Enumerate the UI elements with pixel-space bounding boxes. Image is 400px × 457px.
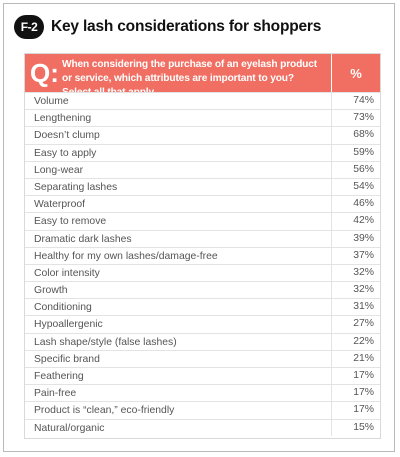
question-marker: Q: <box>30 58 59 88</box>
row-value: 42% <box>331 213 380 230</box>
table-row: Product is “clean,” eco-friendly 17% <box>25 401 380 419</box>
table-row: Feathering 17% <box>25 367 380 385</box>
row-label: Product is “clean,” eco-friendly <box>34 405 175 417</box>
row-label: Natural/organic <box>34 422 105 434</box>
row-value: 56% <box>331 161 380 178</box>
row-label: Color intensity <box>34 267 100 279</box>
data-table: Q: When considering the purchase of an e… <box>24 53 381 439</box>
row-value: 21% <box>331 350 380 367</box>
row-label: Lash shape/style (false lashes) <box>34 336 177 348</box>
row-value: 59% <box>331 144 380 161</box>
table-row: Pain-free 17% <box>25 384 380 402</box>
table-row: Lash shape/style (false lashes) 22% <box>25 332 380 350</box>
table-row: Healthy for my own lashes/damage-free 37% <box>25 246 380 264</box>
table-row: Waterproof 46% <box>25 195 380 213</box>
row-label: Dramatic dark lashes <box>34 233 132 245</box>
table-body: Volume 74% Lengthening 73% Doesn’t clump 68% E… <box>25 92 380 436</box>
table-row: Separating lashes 54% <box>25 177 380 196</box>
row-value: 17% <box>331 385 380 402</box>
row-value: 32% <box>331 264 380 282</box>
row-label: Pain-free <box>34 388 77 400</box>
table-row: Volume 74% <box>25 92 380 110</box>
table-row: Growth 32% <box>25 281 380 299</box>
row-value: 17% <box>331 368 380 385</box>
row-value: 74% <box>331 93 380 110</box>
table-row: Doesn’t clump 68% <box>25 126 380 144</box>
row-value: 46% <box>331 196 380 213</box>
table-row: Long-wear 56% <box>25 160 380 178</box>
row-value: 17% <box>331 402 380 419</box>
row-label: Conditioning <box>34 302 92 314</box>
table-row: Easy to remove 42% <box>25 212 380 230</box>
row-value: 32% <box>331 282 380 299</box>
row-value: 31% <box>331 299 380 316</box>
row-label: Lengthening <box>34 113 92 125</box>
table-row: Dramatic dark lashes 39% <box>25 229 380 247</box>
row-value: 73% <box>331 110 380 127</box>
row-label: Specific brand <box>34 353 100 365</box>
row-value: 54% <box>331 178 380 196</box>
row-value: 39% <box>331 230 380 247</box>
percent-column-header: % <box>331 54 380 92</box>
row-label: Long-wear <box>34 164 84 176</box>
table-row: Easy to apply 59% <box>25 143 380 161</box>
row-label: Healthy for my own lashes/damage-free <box>34 250 218 262</box>
figure-title: Key lash considerations for shoppers <box>51 18 322 35</box>
row-label: Separating lashes <box>34 181 118 193</box>
row-label: Doesn’t clump <box>34 130 100 142</box>
row-value: 15% <box>331 419 380 436</box>
table-row: Natural/organic 15% <box>25 418 380 436</box>
row-value: 27% <box>331 316 380 333</box>
table-row: Conditioning 31% <box>25 298 380 316</box>
question-header-row: Q: When considering the purchase of an e… <box>25 54 380 98</box>
row-label: Volume <box>34 96 69 107</box>
row-label: Feathering <box>34 371 84 382</box>
row-value: 68% <box>331 127 380 144</box>
row-label: Growth <box>34 285 68 297</box>
row-label: Hypoallergenic <box>34 319 103 331</box>
row-label: Easy to remove <box>34 216 107 228</box>
table-row: Color intensity 32% <box>25 263 380 282</box>
table-row: Lengthening 73% <box>25 109 380 127</box>
figure-header: F-2 Key lash considerations for shoppers <box>14 15 321 39</box>
figure-badge: F-2 <box>14 15 44 39</box>
row-label: Easy to apply <box>34 147 97 159</box>
row-value: 37% <box>331 247 380 264</box>
row-value: 22% <box>331 333 380 350</box>
row-label: Waterproof <box>34 199 86 211</box>
table-row: Hypoallergenic 27% <box>25 315 380 333</box>
table-row: Specific brand 21% <box>25 349 380 367</box>
